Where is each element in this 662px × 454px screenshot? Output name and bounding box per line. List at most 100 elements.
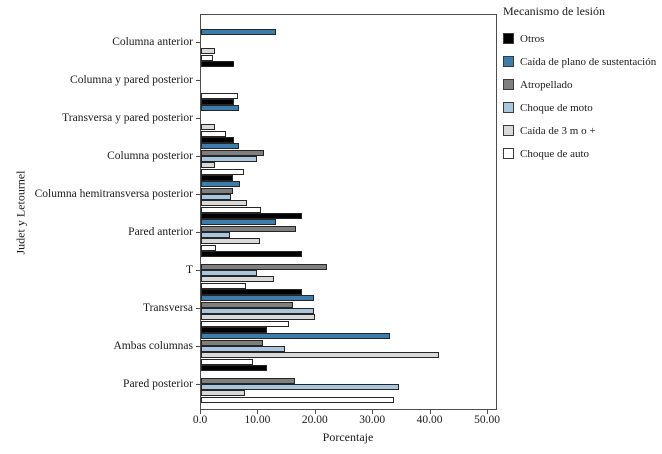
x-tick-mark [429, 410, 431, 414]
bar-slot [201, 333, 496, 340]
legend-swatch-icon [503, 125, 514, 136]
legend-item: Caída de 3 m o + [503, 119, 661, 142]
bar-choque-de-auto [201, 206, 261, 213]
x-tick-label: 20.00 [301, 414, 328, 426]
bar-atropellado [201, 377, 296, 384]
legend-items: Otros Caída de plano de sustentación Atrop… [503, 27, 661, 165]
legend-swatch-icon [503, 148, 514, 159]
legend-swatch-icon [503, 79, 514, 90]
category-band [201, 23, 496, 61]
bar-slot [201, 339, 496, 346]
y-tick-mark [196, 194, 200, 195]
bar-slot [201, 384, 496, 390]
category-band [201, 137, 496, 175]
bar-choque-de-auto [201, 282, 246, 289]
legend-label: Otros [520, 32, 545, 45]
y-tick-mark [196, 232, 200, 233]
bar-slot [201, 99, 496, 106]
bar-choque-de-moto [201, 346, 285, 352]
bar-otros [201, 213, 302, 220]
y-tick-mark [196, 346, 200, 347]
y-tick-label: Pared anterior [128, 226, 193, 238]
bar-slot [201, 162, 496, 169]
category-band [201, 251, 496, 289]
legend-item: Otros [503, 27, 661, 50]
bar-ca-da-de-3-m-o- [201, 352, 440, 359]
bar-otros [201, 99, 234, 106]
bar-slot [201, 295, 496, 302]
category-band [201, 175, 496, 213]
bar-atropellado [201, 187, 233, 194]
y-tick-mark [196, 308, 200, 309]
x-tick-mark [200, 410, 201, 414]
y-tick-label: Columna posterior [107, 150, 193, 162]
bar-choque-de-moto [201, 194, 231, 200]
bar-otros [201, 365, 267, 372]
bar-otros [201, 327, 267, 334]
bar-slot [201, 244, 496, 251]
bar-slot [201, 54, 496, 61]
y-tick-label: Columna y pared posterior [70, 74, 193, 86]
y-tick-mark [196, 156, 200, 157]
x-tick-label: 0.0 [192, 414, 208, 426]
bar-choque-de-moto [201, 270, 258, 276]
bar-slot [201, 320, 496, 327]
bar-slot [201, 105, 496, 112]
bar-slot [201, 225, 496, 232]
bar-slot [201, 377, 496, 384]
bar-choque-de-auto [201, 92, 239, 99]
bar-slot [201, 175, 496, 182]
category-band [201, 61, 496, 99]
bar-slot [201, 289, 496, 296]
legend-item: Atropellado [503, 73, 661, 96]
category-band [201, 327, 496, 365]
bar-slot [201, 308, 496, 314]
bar-otros [201, 137, 234, 144]
plot-rows [201, 23, 496, 403]
bar-ca-da-de-3-m-o- [201, 314, 315, 321]
bar-slot [201, 187, 496, 194]
y-tick-mark [196, 384, 200, 385]
bar-slot [201, 301, 496, 308]
bar-slot [201, 137, 496, 144]
x-tick-label: 10.00 [244, 414, 271, 426]
y-tick-mark [196, 118, 200, 119]
y-tick-label: Ambas columnas [113, 340, 193, 352]
legend-label: Atropellado [520, 78, 573, 91]
bar-slot [201, 276, 496, 283]
bar-slot [201, 130, 496, 137]
bar-slot [201, 194, 496, 200]
bar-choque-de-auto [201, 320, 289, 327]
bar-slot [201, 365, 496, 372]
bar-choque-de-moto [201, 156, 257, 162]
bar-ca-da-de-3-m-o- [201, 162, 215, 169]
y-tick-label: Pared posterior [123, 378, 193, 390]
bar-slot [201, 358, 496, 365]
bar-ca-da-de-3-m-o- [201, 124, 215, 131]
bar-choque-de-auto [201, 244, 216, 251]
category-band [201, 289, 496, 327]
bar-slot [201, 156, 496, 162]
bar-ca-da-de-plano-de-sustentaci-n [201, 181, 240, 188]
x-tick-mark [257, 410, 259, 414]
bar-slot [201, 390, 496, 397]
legend-swatch-icon [503, 102, 514, 113]
y-tick-label: Columna anterior [112, 36, 193, 48]
bar-slot [201, 29, 496, 36]
x-tick-label: 40.00 [416, 414, 443, 426]
bar-choque-de-auto [201, 358, 254, 365]
bar-atropellado [201, 301, 293, 308]
bar-slot [201, 206, 496, 213]
bar-choque-de-auto [201, 130, 226, 137]
bar-atropellado [201, 339, 263, 346]
bar-ca-da-de-plano-de-sustentaci-n [201, 143, 239, 150]
legend-label: Caída de plano de sustentación [520, 55, 657, 68]
bar-slot [201, 48, 496, 55]
bar-slot [201, 168, 496, 175]
bar-choque-de-auto [201, 396, 394, 403]
bar-slot [201, 232, 496, 238]
y-tick-mark [196, 270, 200, 271]
bar-slot [201, 270, 496, 276]
x-tick-label: 50.00 [474, 414, 500, 426]
legend-item: Choque de moto [503, 96, 661, 119]
